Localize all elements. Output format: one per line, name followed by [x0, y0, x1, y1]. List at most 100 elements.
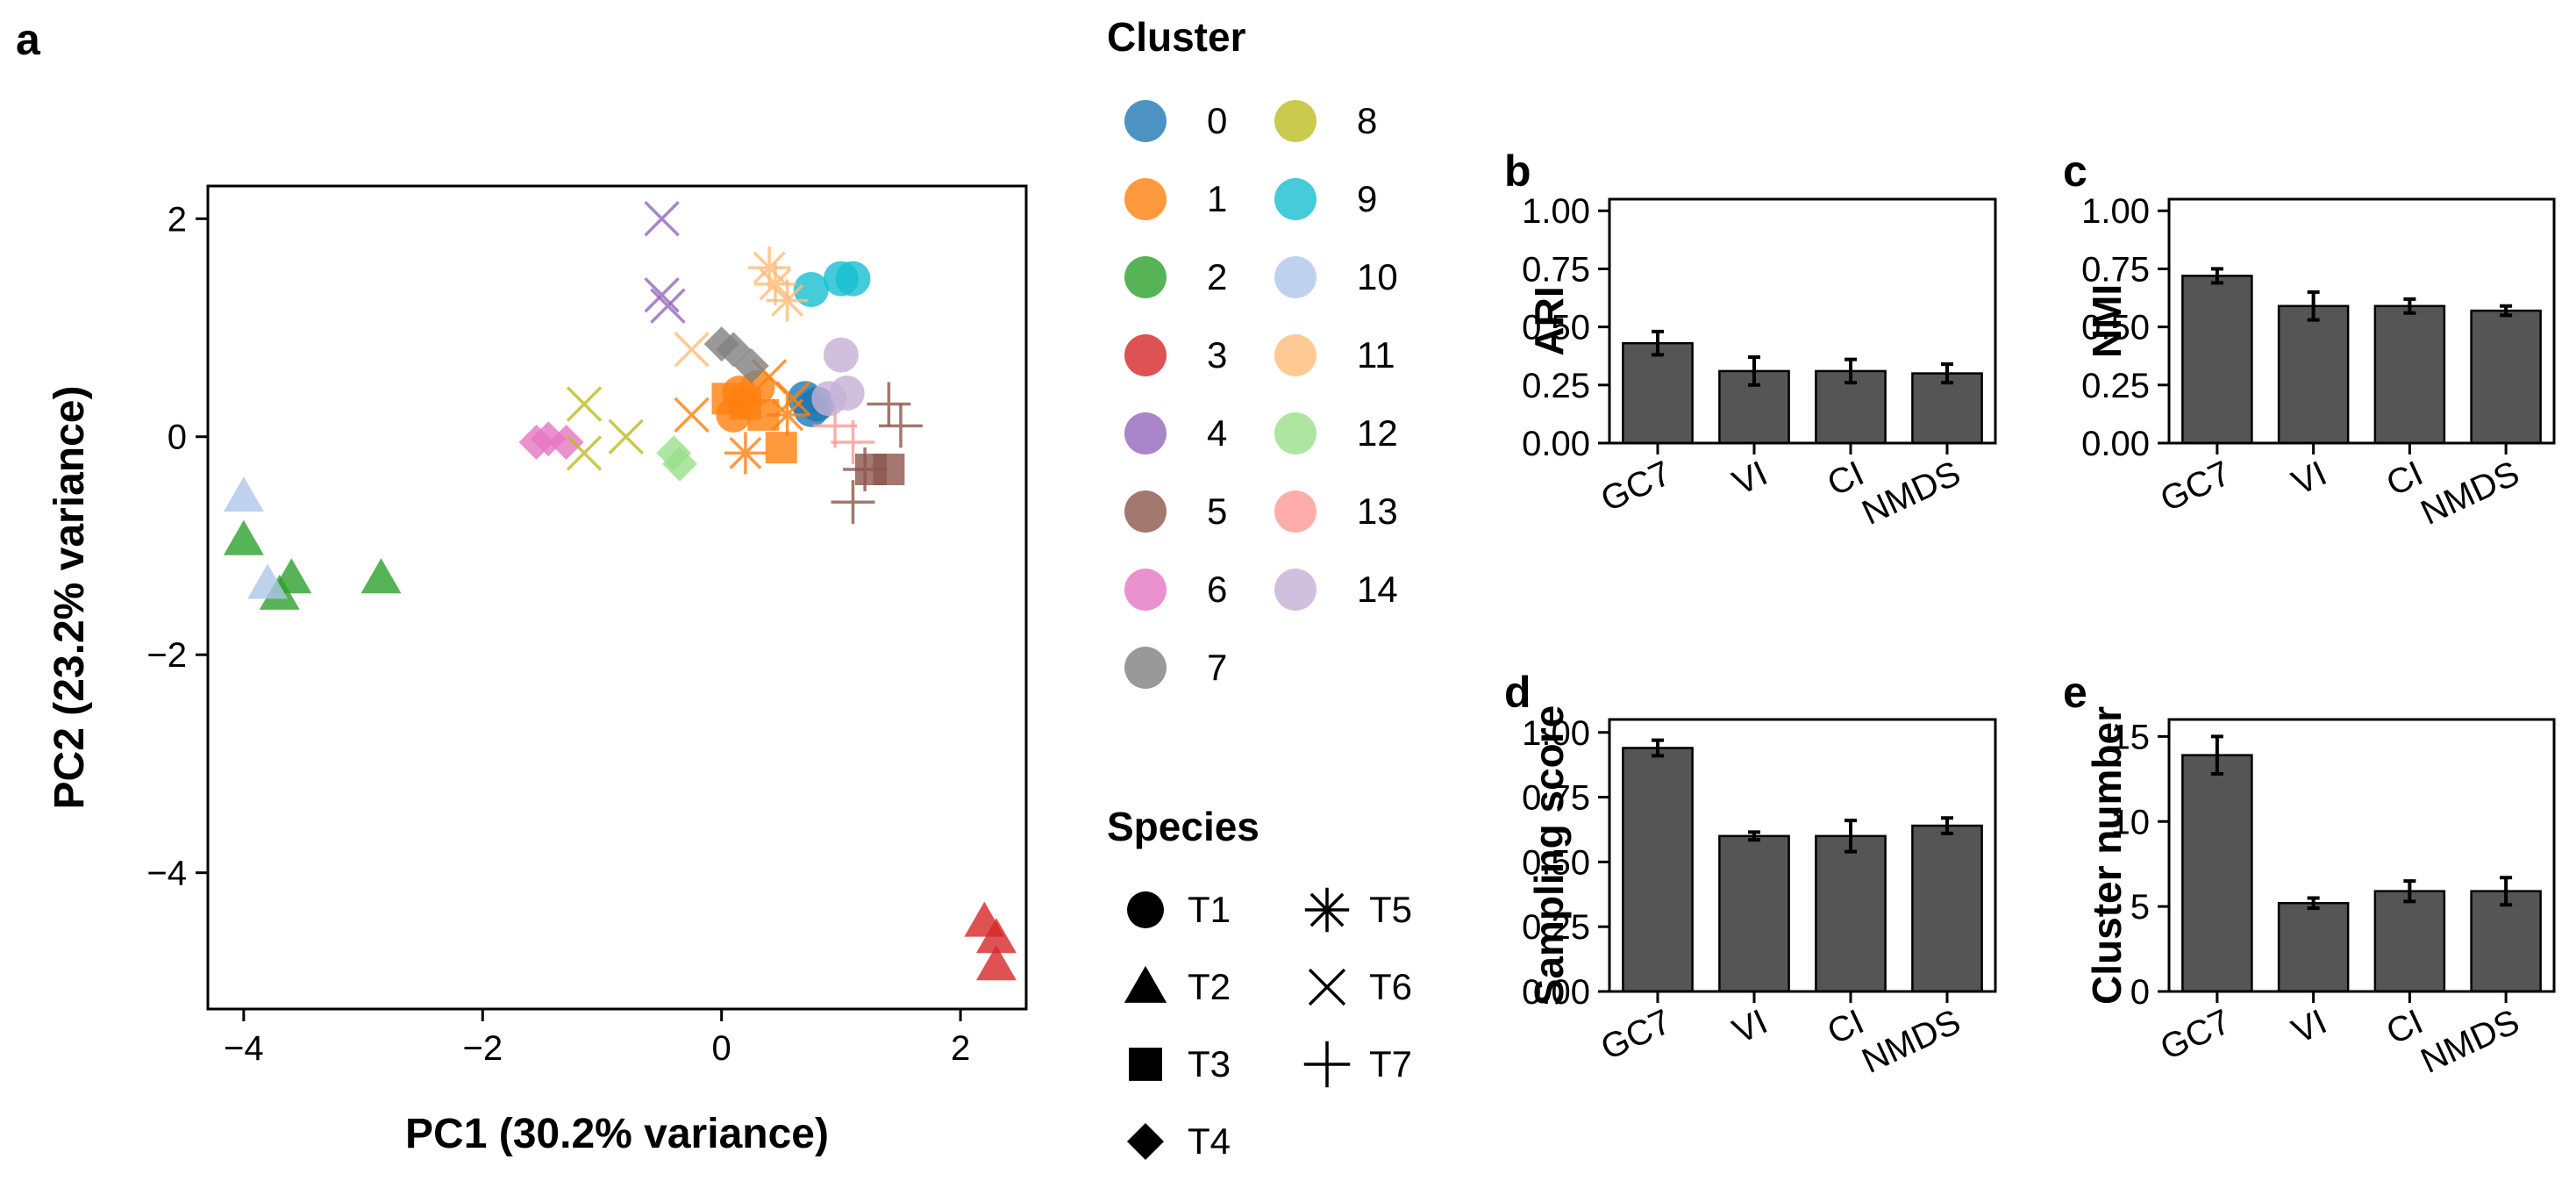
bar-nmds: [2470, 309, 2542, 445]
y-tick-label: 0.75: [1522, 779, 1590, 818]
bar-gc7: [2181, 754, 2253, 993]
scatter-point-cluster-1-t5: [766, 393, 809, 436]
cluster-legend-label-8: 8: [1357, 100, 1377, 141]
bar-vi: [2277, 304, 2350, 445]
cluster-legend-label-11: 11: [1357, 334, 1395, 376]
scatter-point-cluster-3-t2: [975, 945, 1017, 981]
x-tick-label-vi: VI: [1727, 454, 1773, 503]
scatter-points: [223, 201, 1017, 981]
y-tick-label: 0.75: [1522, 250, 1590, 289]
x-tick-label-vi: VI: [1727, 1002, 1773, 1051]
scatter-point-cluster-1-t3: [765, 432, 797, 464]
scatter-point-cluster-5-t7: [831, 480, 875, 525]
bar-ci: [1815, 834, 1887, 993]
scatter-point-cluster-11-t5: [753, 262, 796, 305]
error-bar-gc7: [2210, 267, 2223, 285]
cluster-legend-label-14: 14: [1357, 569, 1398, 610]
cluster-legend-swatch-11: [1274, 334, 1317, 376]
scatter-point-cluster-5-t7: [867, 382, 911, 426]
y-tick-label: 0.50: [1522, 309, 1590, 347]
x-tick-label-gc7: GC7: [1595, 1002, 1677, 1068]
cluster-legend-swatch-10: [1274, 256, 1317, 298]
cluster-legend-label-0: 0: [1207, 100, 1227, 141]
cluster-legend-title: Cluster: [1107, 14, 1246, 60]
species-legend-title: Species: [1107, 804, 1259, 849]
panel-label-a: a: [16, 15, 41, 64]
species-legend-swatch-t1: [1127, 891, 1164, 928]
error-bar-vi: [1748, 355, 1760, 387]
species-legend-label-t4: T4: [1188, 1120, 1231, 1162]
y-tick-label: 0: [2130, 973, 2150, 1012]
x-tick-label-vi: VI: [2287, 1002, 2333, 1051]
y-tick-label: 5: [2130, 888, 2150, 927]
error-bar-ci: [2403, 297, 2416, 315]
bar-gc7: [1622, 341, 1694, 445]
bar-plot-frame: [1608, 718, 1997, 993]
scatter-point-cluster-14-t1: [823, 337, 859, 373]
x-tick-label: −4: [224, 1029, 264, 1068]
x-tick-label: 2: [951, 1029, 970, 1068]
panel-label-c: c: [2063, 147, 2087, 196]
y-tick-label: 0.50: [1522, 843, 1590, 882]
bar-ci: [2373, 304, 2446, 445]
y-tick-label: 1.00: [1522, 714, 1590, 753]
cluster-legend-label-2: 2: [1207, 256, 1227, 297]
y-tick-label: 0.75: [2081, 250, 2150, 289]
x-tick-label: 0: [712, 1029, 731, 1068]
y-tick-label: 2: [168, 200, 187, 239]
y-axis-label: ARI: [1526, 286, 1572, 355]
scatter-point-cluster-13-t7: [831, 419, 875, 464]
bar-plot-frame: [1608, 197, 1997, 445]
species-legend-label-t6: T6: [1369, 966, 1412, 1007]
scatter-point-cluster-11-t6: [674, 332, 710, 368]
x-tick-label: −2: [462, 1029, 503, 1068]
bar-nmds: [1911, 824, 1983, 993]
error-bar-nmds: [1941, 361, 1953, 385]
error-bar-nmds: [1941, 816, 1953, 835]
cluster-legend-swatch-1: [1124, 178, 1167, 220]
cluster-legend-label-5: 5: [1207, 490, 1227, 532]
x-tick-label-gc7: GC7: [2155, 1002, 2237, 1068]
y-tick-label: 0: [168, 419, 187, 457]
species-legend-swatch-t3: [1129, 1048, 1162, 1081]
scatter-point-cluster-10-t2: [247, 563, 289, 599]
bar-vi: [2277, 902, 2350, 993]
x-axis-label: PC1 (30.2% variance): [405, 1111, 829, 1157]
y-tick-label: 0.00: [1522, 425, 1590, 463]
scatter-point-cluster-4-t6: [644, 201, 680, 237]
bar-gc7: [1622, 747, 1694, 993]
panel-label-d: d: [1504, 668, 1531, 717]
y-tick-label: 0.25: [1522, 908, 1590, 947]
panel-label-e: e: [2063, 668, 2087, 717]
error-bar-gc7: [1652, 738, 1664, 758]
y-axis-label: PC2 (23.2% variance): [46, 386, 93, 810]
cluster-legend-swatch-14: [1274, 569, 1317, 611]
scatter-point-cluster-12-t4: [656, 435, 692, 471]
species-legend-label-t7: T7: [1369, 1043, 1412, 1084]
cluster-legend-swatch-7: [1124, 647, 1167, 689]
x-tick-label-gc7: GC7: [2155, 454, 2237, 519]
scatter-point-cluster-3-t2: [975, 918, 1017, 954]
bar-ci: [2373, 890, 2446, 993]
scatter-point-cluster-8-t6: [608, 419, 644, 454]
scatter-point-cluster-1-t1: [716, 397, 752, 433]
scatter-point-cluster-1-t6: [674, 397, 710, 433]
y-axis-label: NMI: [2084, 284, 2130, 358]
bar-gc7: [2181, 275, 2253, 445]
x-tick-label-vi: VI: [2287, 454, 2333, 503]
cluster-legend-swatch-12: [1274, 412, 1317, 454]
cluster-legend-swatch-9: [1274, 178, 1317, 220]
cluster-legend-swatch-4: [1124, 412, 1167, 454]
x-tick-label-gc7: GC7: [1595, 454, 1677, 519]
species-legend: Species T1 T2 T3 T4 T5 T6 T7: [1107, 804, 1412, 1162]
scatter-point-cluster-8-t6: [566, 435, 603, 471]
scatter-point-cluster-9-t1: [835, 261, 871, 297]
cluster-legend-label-1: 1: [1207, 178, 1227, 219]
y-tick-label: 1.00: [2081, 192, 2150, 231]
y-tick-label: 0.00: [1522, 973, 1590, 1012]
